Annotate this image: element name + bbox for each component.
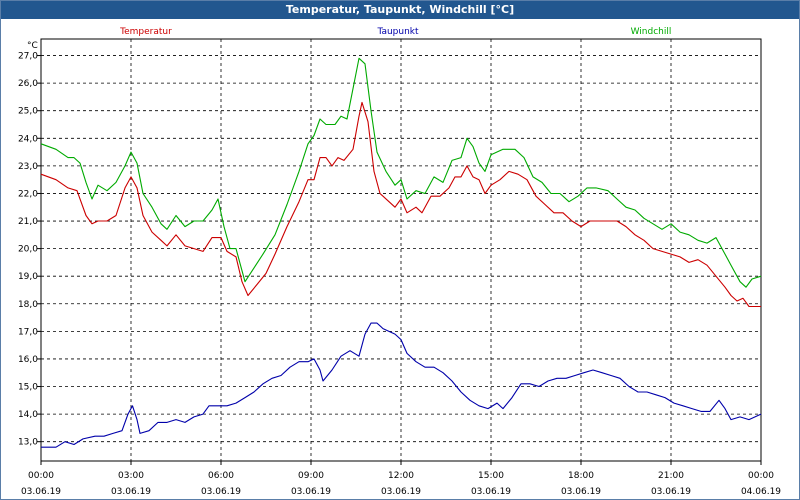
y-axis: 13,0 14,0 15,0 16,0 17,0 18,0 19,0 20,0 21,0 22,0… <box>18 52 41 448</box>
legend-temperatur: Temperatur <box>119 27 172 37</box>
y-tick-label: 14,0 <box>18 410 38 420</box>
x-tick-date-label: 03.06.19 <box>471 487 511 497</box>
legend: Temperatur Taupunkt Windchill <box>119 27 671 37</box>
y-tick-label: 23,0 <box>18 162 38 172</box>
x-tick-date-label: 03.06.19 <box>291 487 331 497</box>
legend-windchill: Windchill <box>631 27 672 37</box>
x-tick-date-label: 03.06.19 <box>561 487 601 497</box>
x-tick-date-label: 03.06.19 <box>651 487 691 497</box>
x-tick-time-label: 03:00 <box>118 471 144 481</box>
y-tick-label: 21,0 <box>18 217 38 227</box>
y-tick-label: 17,0 <box>18 327 38 337</box>
series-line-taupunkt <box>41 322 762 448</box>
series-lines <box>40 57 762 448</box>
x-tick-time-label: 12:00 <box>388 471 414 481</box>
x-tick-time-label: 21:00 <box>658 471 684 481</box>
x-tick-date-label: 03.06.19 <box>201 487 241 497</box>
x-tick-time-label: 06:00 <box>208 471 234 481</box>
x-tick-date-label: 03.06.19 <box>21 487 61 497</box>
y-tick-label: 18,0 <box>18 300 38 310</box>
y-tick-label: 20,0 <box>18 245 38 255</box>
x-tick-time-label: 00:00 <box>748 471 774 481</box>
y-tick-label: 13,0 <box>18 438 38 448</box>
x-tick-time-label: 18:00 <box>568 471 594 481</box>
y-tick-label: 24,0 <box>18 134 38 144</box>
chart-title: Temperatur, Taupunkt, Windchill [°C] <box>1 1 799 19</box>
x-tick-time-label: 15:00 <box>478 471 504 481</box>
grid <box>41 39 761 461</box>
y-tick-label: 26,0 <box>18 79 38 89</box>
x-tick-time-label: 09:00 <box>298 471 324 481</box>
x-tick-date-label: 03.06.19 <box>111 487 151 497</box>
y-axis-unit-label: °C <box>27 41 38 51</box>
y-tick-label: 16,0 <box>18 355 38 365</box>
series-line-temperatur <box>40 101 761 308</box>
y-tick-label: 25,0 <box>18 107 38 117</box>
y-tick-label: 19,0 <box>18 272 38 282</box>
x-axis: 00:00 03.06.19 03:00 03.06.19 06:00 03.06.19 0… <box>21 461 781 497</box>
y-tick-label: 27,0 <box>18 52 38 62</box>
series-line-windchill <box>40 57 762 288</box>
x-tick-date-label: 04.06.19 <box>741 487 781 497</box>
legend-taupunkt: Taupunkt <box>376 27 419 37</box>
y-tick-label: 22,0 <box>18 189 38 199</box>
y-tick-label: 15,0 <box>18 383 38 393</box>
x-tick-time-label: 00:00 <box>28 471 54 481</box>
x-tick-date-label: 03.06.19 <box>381 487 421 497</box>
